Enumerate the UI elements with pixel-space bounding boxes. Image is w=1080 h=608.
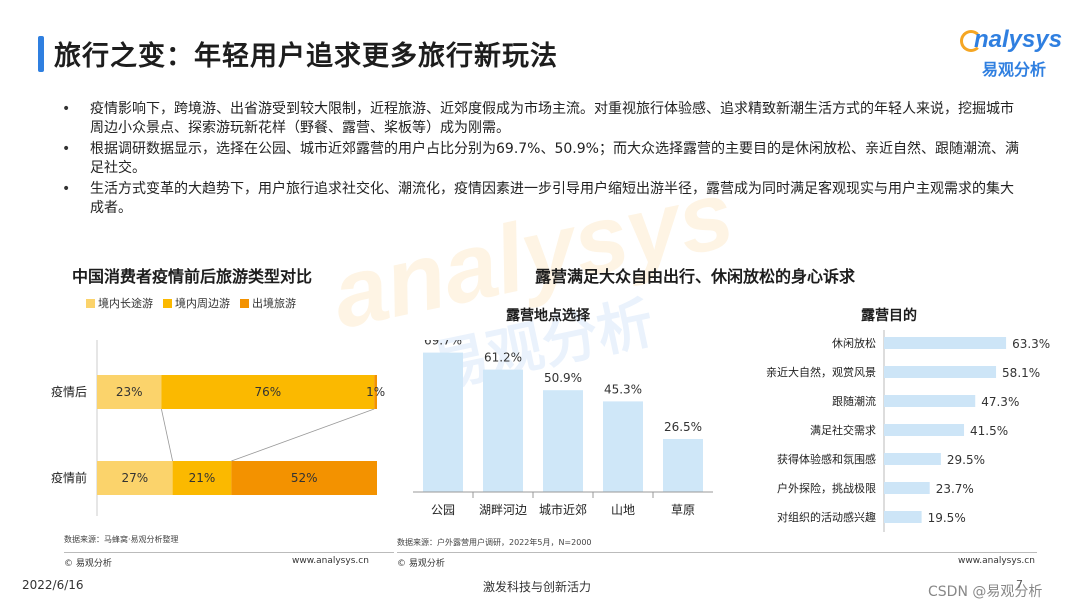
summary-bullets: 疫情影响下，跨境游、出省游受到较大限制，近程旅游、近郊度假成为市场主流。对重视旅…	[62, 100, 1022, 220]
footer-copyright-right: © 易观分析	[397, 559, 445, 569]
connector-line	[161, 408, 173, 462]
slide-date: 2022/6/16	[22, 578, 84, 592]
bar-value-label: 23.7%	[936, 482, 974, 496]
connector-line	[231, 408, 375, 462]
chart-purpose-title: 露营目的	[861, 308, 917, 324]
stacked-bar-segment	[97, 375, 162, 409]
purpose-bar	[884, 511, 922, 523]
purpose-bar	[884, 453, 941, 465]
section-right-title: 露营满足大众自由出行、休闲放松的身心诉求	[535, 267, 856, 286]
category-label: 湖畔河边	[479, 502, 527, 517]
stacked-bar-segment	[97, 461, 173, 495]
bar-value-label: 47.3%	[981, 395, 1019, 409]
slide-slogan: 激发科技与创新活力	[483, 580, 592, 594]
bar-value-label: 69.7%	[424, 340, 462, 348]
stacked-bar-segment	[231, 461, 377, 495]
legend-item-outbound: 出境旅游	[240, 295, 296, 311]
chart-location-title: 露营地点选择	[506, 308, 590, 324]
purpose-bar	[884, 366, 997, 378]
category-label: 户外探险，挑战极限	[777, 481, 876, 495]
logo-chinese-name: 易观分析	[982, 60, 1047, 79]
category-label: 草原	[671, 503, 695, 517]
bullet-item: 根据调研数据显示，选择在公园、城市近郊露营的用户占比分别为69.7%、50.9%…	[62, 140, 1022, 178]
bar-value-label: 26.5%	[664, 420, 702, 434]
bar-value-label: 50.9%	[544, 371, 582, 385]
title-accent-bar	[38, 36, 44, 72]
legend-label: 境内长途游	[98, 297, 153, 310]
bar-value-label: 58.1%	[1002, 366, 1040, 380]
category-label: 获得体验感和氛围感	[777, 452, 876, 466]
category-label: 休闲放松	[832, 336, 876, 350]
csdn-credit: CSDN @易观分析	[928, 584, 1043, 600]
purpose-bar	[884, 424, 965, 436]
legend-swatch	[240, 298, 249, 308]
page-title: 旅行之变：年轻用户追求更多旅行新玩法	[54, 41, 558, 72]
bullet-item: 疫情影响下，跨境游、出省游受到较大限制，近程旅游、近郊度假成为市场主流。对重视旅…	[62, 100, 1022, 138]
legend-label: 出境旅游	[252, 297, 296, 310]
bar-value-label: 41.5%	[970, 424, 1008, 438]
category-label: 疫情前	[51, 470, 87, 485]
segment-value-label: 21%	[189, 471, 216, 485]
stacked-bar-segment	[161, 375, 375, 409]
footer-divider-right	[397, 552, 1037, 553]
travel-type-stacked-chart: 疫情后 23% 76% 1% 疫情前 27% 21% 52%	[51, 340, 385, 516]
logo-wordmark: nalysys	[974, 26, 1063, 53]
footer-copyright-left: © 易观分析	[64, 559, 112, 569]
category-label: 疫情后	[51, 384, 87, 399]
source-left: 数据来源：马蜂窝·易观分析整理	[64, 535, 179, 544]
category-label: 对组织的活动感兴趣	[777, 510, 876, 524]
location-bar	[543, 390, 583, 492]
source-right: 数据来源：户外露营用户调研，2022年5月，N=2000	[397, 538, 592, 547]
purpose-bar	[884, 482, 930, 494]
camping-location-bar-chart: 69.7% 公园 61.2% 湖畔河边 50.9% 城市近郊 45.3% 山地 26.5% 草原	[413, 340, 713, 517]
bullet-item: 生活方式变革的大趋势下，用户旅行追求社交化、潮流化，疫情因素进一步引导用户缩短出…	[62, 180, 1022, 218]
camping-purpose-bar-chart: 休闲放松 63.3% 亲近大自然，观赏风景 58.1% 跟随潮流 47.3% 满足社交需求 4…	[766, 330, 1050, 532]
footer-divider-left	[64, 552, 394, 553]
legend-item-long-domestic: 境内长途游	[86, 295, 153, 311]
category-label: 满足社交需求	[810, 423, 876, 437]
section-left-title: 中国消费者疫情前后旅游类型对比	[72, 267, 313, 286]
slide-page-number: 7	[1016, 578, 1023, 591]
category-label: 城市近郊	[539, 502, 587, 517]
legend-swatch	[163, 298, 172, 308]
category-label: 公园	[431, 503, 455, 517]
purpose-bar	[884, 337, 1007, 349]
bar-value-label: 29.5%	[947, 453, 985, 467]
bar-value-label: 19.5%	[928, 511, 966, 525]
legend-swatch	[86, 298, 95, 308]
location-bar	[603, 401, 643, 492]
segment-value-label: 76%	[254, 385, 281, 399]
category-label: 跟随潮流	[832, 394, 876, 408]
segment-value-label: 52%	[291, 471, 318, 485]
purpose-bar	[884, 395, 976, 407]
footer-site-right[interactable]: www.analysys.cn	[958, 556, 1035, 566]
stacked-bar-segment	[172, 461, 232, 495]
travel-type-legend: 境内长途游 境内周边游 出境旅游	[86, 295, 296, 311]
category-label: 山地	[611, 503, 635, 517]
segment-value-label: 1%	[366, 385, 385, 399]
category-label: 亲近大自然，观赏风景	[766, 365, 876, 379]
location-bar	[483, 369, 523, 492]
segment-value-label: 27%	[121, 471, 148, 485]
location-bar	[663, 439, 703, 492]
analysys-logo: nalysys 易观分析	[960, 26, 1070, 79]
location-bar	[423, 352, 463, 492]
bar-value-label: 61.2%	[484, 351, 522, 365]
bar-value-label: 45.3%	[604, 382, 642, 396]
bar-value-label: 63.3%	[1012, 337, 1050, 351]
legend-item-nearby-domestic: 境内周边游	[163, 295, 230, 311]
stacked-bar-segment	[374, 375, 377, 409]
footer-site-left[interactable]: www.analysys.cn	[292, 556, 369, 566]
legend-label: 境内周边游	[175, 297, 230, 310]
logo-swirl-icon	[960, 30, 982, 52]
segment-value-label: 23%	[116, 385, 143, 399]
